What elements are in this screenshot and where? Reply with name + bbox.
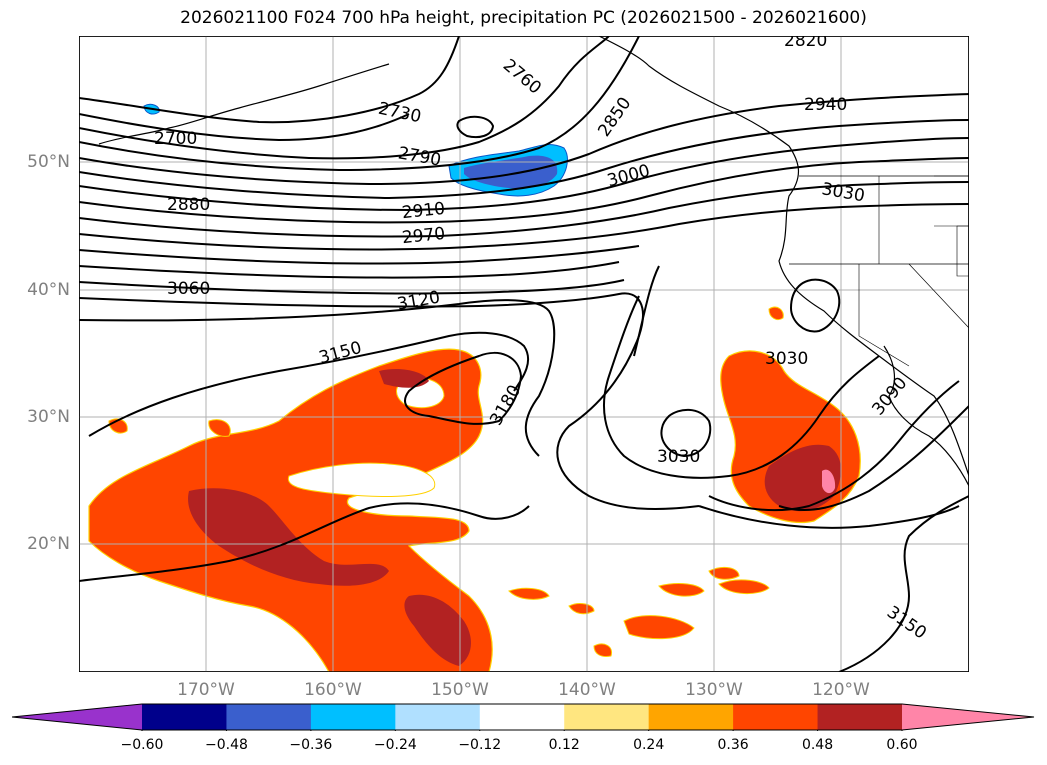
- contour-label: 3060: [167, 279, 210, 299]
- precip-west-pacific-heavy-1: [188, 488, 389, 586]
- precip-gulf-of-alaska-core: [464, 155, 558, 189]
- colorbar-tick-label: −0.48: [204, 737, 248, 753]
- colorbar: [12, 703, 1035, 731]
- precip-negative-field: [143, 103, 568, 197]
- colorbar-segment: [226, 704, 312, 730]
- precip-west-pacific-blank-1: [287, 462, 436, 497]
- lat-label-20n: 20°N: [27, 534, 70, 554]
- contour-label: 2880: [167, 195, 210, 215]
- contour-label: 3030: [657, 447, 700, 467]
- precip-small-cell-1: [768, 306, 784, 321]
- contour-label: 2940: [804, 95, 847, 115]
- contour-label: 2700: [154, 129, 197, 149]
- height-contours: [79, 36, 969, 672]
- colorbar-tick-label: 0.48: [801, 737, 834, 753]
- lat-label-40n: 40°N: [27, 280, 70, 300]
- map-panel: 2820 2760 2700 2730 2850 2940 2790 3000 …: [79, 36, 969, 672]
- precip-east-pacific-max: [822, 469, 836, 494]
- colorbar-tick-label: −0.60: [120, 737, 164, 753]
- colorbar-tick-label: 0.60: [886, 737, 918, 753]
- colorbar-extend-high: [902, 704, 1034, 730]
- contour-label: 2820: [784, 36, 827, 51]
- colorbar-segment: [817, 704, 903, 730]
- precip-scattered-cells: [108, 418, 770, 657]
- lon-label-160w: 160°W: [304, 680, 362, 700]
- precip-west-pacific-heavy-3: [379, 369, 429, 388]
- lon-label-120w: 120°W: [812, 680, 870, 700]
- colorbar-extend-low: [12, 704, 142, 730]
- lon-label-150w: 150°W: [431, 680, 489, 700]
- colorbar-segment: [395, 704, 481, 730]
- map-title: 2026021100 F024 700 hPa height, precipit…: [180, 8, 867, 28]
- colorbar-tick-label: 0.36: [717, 737, 749, 753]
- colorbar-tick-label: 0.24: [633, 737, 665, 753]
- precip-positive-fields: [88, 306, 861, 672]
- contour-label: 2970: [401, 224, 446, 248]
- contour-label: 2910: [401, 199, 446, 223]
- precip-west-pacific-heavy-2: [404, 594, 471, 666]
- lat-label-30n: 30°N: [27, 407, 70, 427]
- colorbar-tick-label: 0.12: [548, 737, 580, 753]
- colorbar-tick-label: −0.12: [458, 737, 502, 753]
- precip-west-pacific: [88, 348, 493, 672]
- contour-label: 3030: [765, 349, 808, 369]
- colorbar-segment: [733, 704, 819, 730]
- colorbar-segment: [479, 704, 565, 730]
- colorbar-tick-label: −0.24: [373, 737, 417, 753]
- lon-label-170w: 170°W: [177, 680, 235, 700]
- colorbar-segment: [310, 704, 396, 730]
- colorbar-segment: [142, 704, 227, 730]
- colorbar-segment: [648, 704, 734, 730]
- colorbar-segment: [564, 704, 650, 730]
- colorbar-tick-label: −0.36: [289, 737, 333, 753]
- lon-label-140w: 140°W: [558, 680, 616, 700]
- lat-label-50n: 50°N: [27, 152, 70, 172]
- precip-east-pacific-heavy: [764, 444, 841, 512]
- lon-label-130w: 130°W: [685, 680, 743, 700]
- coastlines: [98, 36, 969, 487]
